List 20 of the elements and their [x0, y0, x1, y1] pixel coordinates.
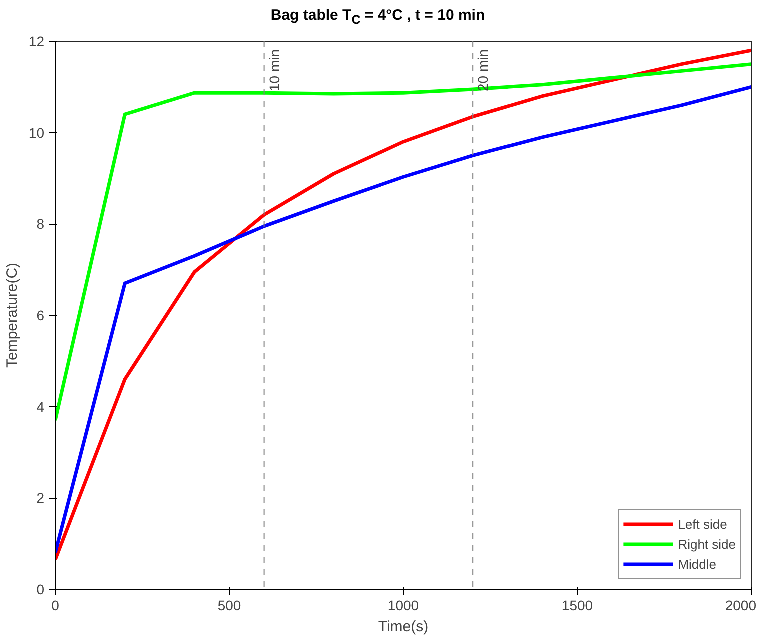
x-tick-label: 1500 — [562, 598, 594, 614]
legend-label: Left side — [678, 516, 728, 532]
legend-label: Right side — [678, 536, 736, 552]
legend-label: Middle — [678, 556, 716, 572]
y-tick-label: 10 — [28, 124, 45, 141]
x-axis-title: Time(s) — [378, 618, 429, 636]
y-axis-title: Temperature(C) — [4, 262, 21, 368]
y-tick-label: 6 — [36, 308, 45, 324]
x-tick-label: 1000 — [388, 598, 420, 614]
ref-line-label: 20 min — [475, 49, 492, 92]
x-tick-label: 2000 — [725, 598, 757, 614]
chart-title: Bag table T$_{C}$ = 4°C , t = 10 min — [270, 6, 486, 29]
y-tick-label: 8 — [36, 216, 45, 232]
x-tick-label: 0 — [52, 598, 60, 614]
x-tick-label: 500 — [218, 598, 242, 614]
y-tick-label: 0 — [36, 582, 45, 598]
ref-line-label: 10 min — [266, 49, 282, 92]
y-tick-label: 12 — [28, 34, 45, 50]
y-tick-label: 4 — [36, 398, 45, 415]
y-tick-label: 2 — [36, 490, 45, 506]
